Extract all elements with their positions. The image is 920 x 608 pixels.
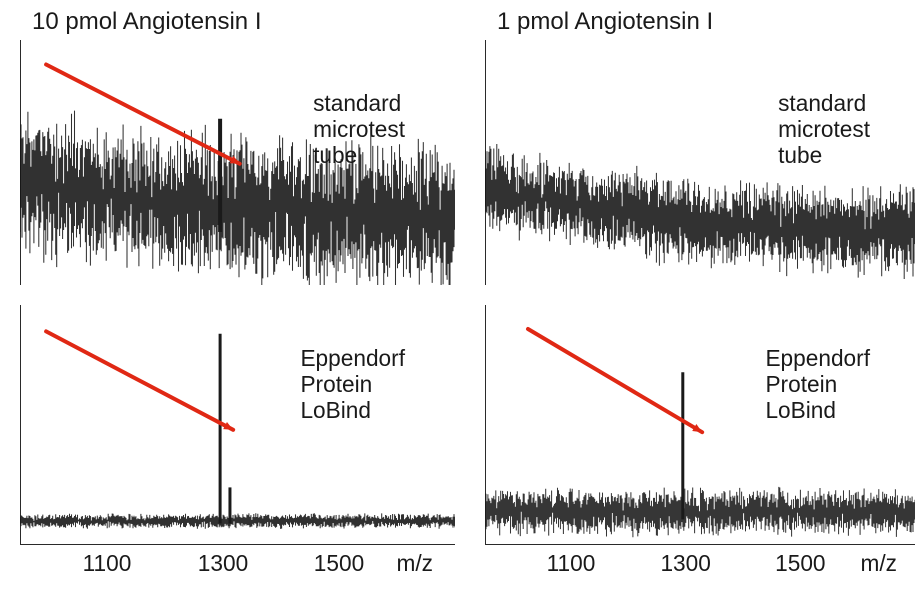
x-axis-label: m/z (861, 550, 898, 577)
x-tick: 1100 (83, 550, 132, 577)
x-tick: 1300 (660, 550, 710, 577)
column-10pmol: 10 pmol Angiotensin I standard microtest… (20, 0, 455, 608)
spectrum-standard-tube: standard microtest tube (20, 40, 455, 285)
spectrum-label: standard microtest tube (313, 90, 405, 168)
spectrum-lobind: Eppendorf Protein LoBind (485, 305, 915, 545)
x-axis-ticks: 110013001500 (485, 550, 915, 572)
column-title: 1 pmol Angiotensin I (497, 8, 713, 36)
spectrum-lobind: Eppendorf Protein LoBind (20, 305, 455, 545)
x-tick: 1500 (775, 550, 825, 577)
spectrum-label: Eppendorf Protein LoBind (300, 345, 405, 423)
spectrum-label: Eppendorf Protein LoBind (765, 345, 870, 423)
x-tick: 1300 (198, 550, 248, 577)
x-tick: 1500 (314, 550, 364, 577)
x-axis-ticks: 110013001500 (20, 550, 455, 572)
mass-spec-figure: 10 pmol Angiotensin I standard microtest… (0, 0, 920, 608)
x-tick: 1100 (547, 550, 596, 577)
spectrum-svg (485, 305, 915, 545)
x-axis-label: m/z (397, 550, 434, 577)
spectrum-label: standard microtest tube (778, 90, 870, 168)
column-title: 10 pmol Angiotensin I (32, 8, 262, 36)
column-1pmol: 1 pmol Angiotensin I standard microtest … (485, 0, 915, 608)
spectrum-standard-tube: standard microtest tube (485, 40, 915, 285)
spectrum-svg (20, 305, 455, 545)
